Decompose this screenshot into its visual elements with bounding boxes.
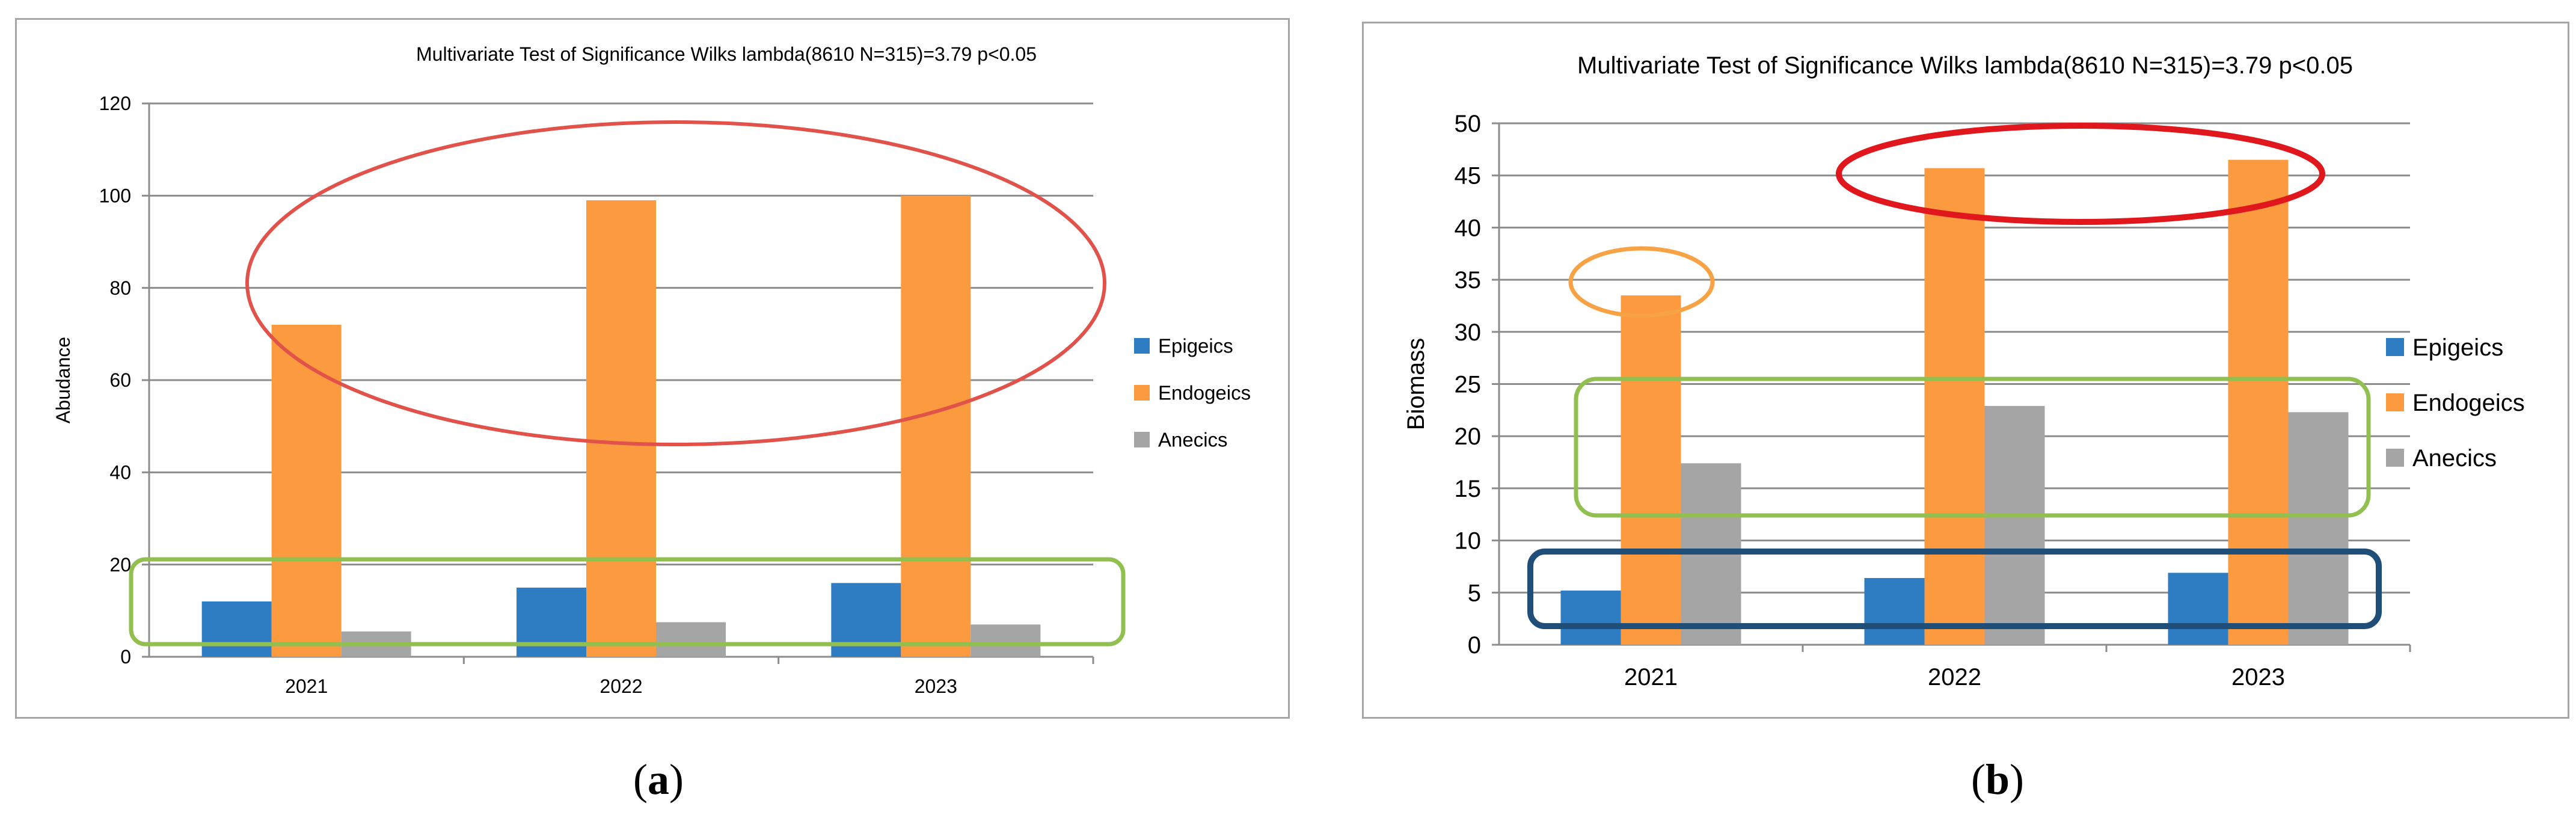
legend-label-epigeics: Epigeics — [1158, 335, 1233, 357]
chart-panel-b: Multivariate Test of Significance Wilks … — [1362, 22, 2569, 719]
annotation-ellipse — [1836, 123, 2325, 225]
bar-anecics-2022 — [656, 622, 726, 657]
y-tick-label: 20 — [109, 554, 131, 576]
biomass-chart: Multivariate Test of Significance Wilks … — [1403, 52, 2525, 690]
bar-anecics-2023 — [971, 624, 1041, 657]
legend-swatch-epigeics — [2386, 338, 2404, 356]
abundance-chart: Multivariate Test of Significance Wilks … — [52, 43, 1251, 697]
bar-epigeics-2021 — [201, 601, 272, 657]
bar-epigeics-2023 — [2168, 573, 2228, 645]
y-tick-label: 45 — [1455, 163, 1482, 189]
y-tick-label: 60 — [109, 369, 131, 391]
bar-epigeics-2022 — [517, 588, 586, 657]
bar-endogeics-2023 — [901, 195, 971, 657]
legend-label-endogeics: Endogeics — [1158, 382, 1251, 404]
legend-label-anecics: Anecics — [1158, 429, 1228, 451]
bar-epigeics-2021 — [1560, 590, 1621, 645]
x-tick-label: 2022 — [1928, 664, 1981, 690]
annotation-box — [129, 557, 1126, 647]
y-tick-label: 100 — [99, 185, 131, 207]
y-tick-label: 50 — [1455, 111, 1482, 137]
caption-b: (b) — [1970, 755, 2024, 804]
x-tick-label: 2022 — [600, 675, 642, 697]
legend-swatch-anecics — [2386, 449, 2404, 467]
x-tick-label: 2023 — [2231, 664, 2285, 690]
legend-label-epigeics: Epigeics — [2412, 334, 2503, 361]
bar-epigeics-2022 — [1864, 578, 1925, 645]
bar-endogeics-2022 — [1924, 168, 1985, 645]
y-tick-label: 15 — [1455, 476, 1482, 502]
y-tick-label: 35 — [1455, 267, 1482, 294]
y-axis-label: Abudance — [52, 337, 74, 423]
bar-anecics-2023 — [2288, 412, 2349, 645]
x-tick-label: 2021 — [285, 675, 328, 697]
annotation-box — [1527, 549, 2382, 629]
legend-swatch-endogeics — [1134, 385, 1150, 401]
bar-endogeics-2021 — [271, 325, 342, 657]
y-tick-label: 20 — [1455, 423, 1482, 450]
y-tick-label: 120 — [99, 93, 131, 114]
annotation-box — [1574, 377, 2371, 518]
y-axis-label: Biomass — [1403, 338, 1429, 430]
legend-label-anecics: Anecics — [2412, 445, 2497, 472]
annotation-ellipse — [245, 120, 1106, 446]
chart-title: Multivariate Test of Significance Wilks … — [416, 43, 1037, 65]
y-tick-label: 5 — [1468, 580, 1481, 606]
bar-anecics-2022 — [1984, 405, 2045, 645]
y-tick-label: 10 — [1455, 528, 1482, 555]
legend-label-endogeics: Endogeics — [2412, 390, 2525, 416]
bar-endogeics-2021 — [1621, 295, 1681, 645]
y-tick-label: 0 — [120, 646, 131, 668]
chart-title: Multivariate Test of Significance Wilks … — [1577, 52, 2353, 79]
chart-panel-a: Multivariate Test of Significance Wilks … — [15, 18, 1290, 719]
caption-a: (a) — [633, 755, 684, 804]
x-tick-label: 2023 — [915, 675, 957, 697]
y-tick-label: 40 — [109, 462, 131, 484]
bar-endogeics-2022 — [586, 200, 656, 657]
y-tick-label: 25 — [1455, 372, 1482, 398]
y-tick-label: 40 — [1455, 215, 1482, 241]
legend-swatch-anecics — [1134, 432, 1150, 447]
bar-endogeics-2023 — [2228, 159, 2289, 645]
y-tick-label: 30 — [1455, 319, 1482, 346]
y-tick-label: 80 — [109, 277, 131, 299]
x-tick-label: 2021 — [1624, 664, 1678, 690]
legend-swatch-epigeics — [1134, 338, 1150, 354]
legend-swatch-endogeics — [2386, 393, 2404, 411]
y-tick-label: 0 — [1468, 632, 1481, 659]
annotation-ellipse — [1568, 246, 1715, 318]
